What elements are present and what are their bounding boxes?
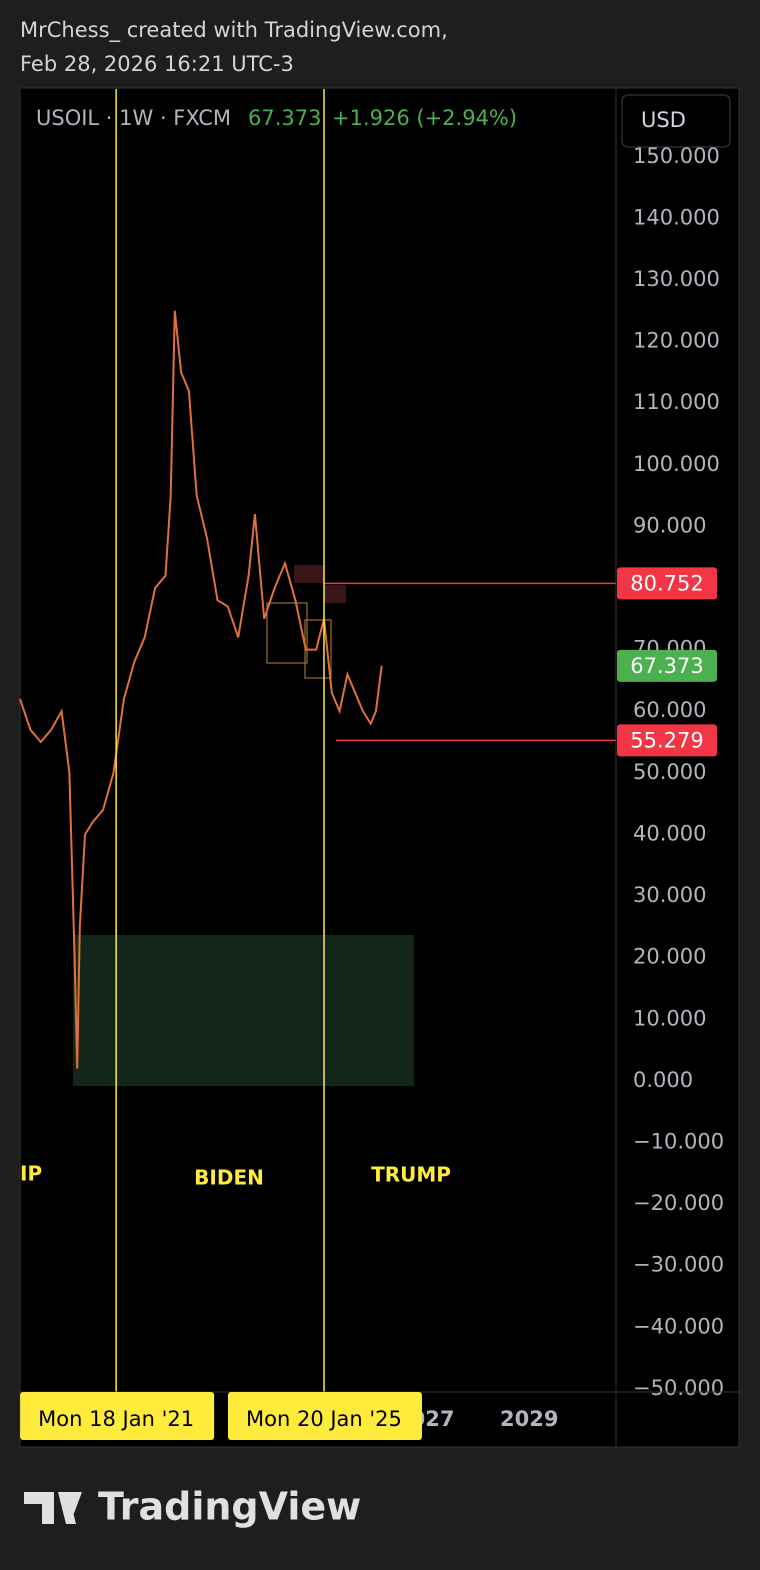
date-label: Mon 18 Jan '21	[38, 1407, 194, 1431]
y-tick-label: 20.000	[633, 945, 706, 969]
price-label-box	[617, 649, 717, 682]
y-tick-label: 150.000	[633, 144, 720, 168]
y-tick-label: −20.000	[633, 1191, 724, 1215]
date-line: Feb 28, 2026 16:21 UTC-3	[20, 52, 294, 76]
currency-label[interactable]: USD	[641, 108, 686, 132]
y-tick-label: 120.000	[633, 329, 720, 353]
author-line: MrChess_ created with TradingView.com,	[20, 18, 448, 43]
annotation: IP	[20, 1162, 42, 1186]
price-label-box	[617, 567, 717, 600]
y-tick-label: 10.000	[633, 1006, 706, 1030]
logo-mark	[24, 1492, 82, 1524]
brand: TradingView	[98, 1485, 361, 1529]
annotation: TRUMP	[371, 1163, 451, 1187]
legend-price: 67.373	[248, 106, 321, 130]
price-line	[19, 310, 383, 1069]
x-tick-label: 2029	[500, 1407, 558, 1431]
y-tick-label: 110.000	[633, 390, 720, 414]
logo: TradingView	[24, 1485, 361, 1529]
y-tick-label: 30.000	[633, 883, 706, 907]
chart-frame	[19, 87, 740, 1448]
price-label: 55.279	[630, 728, 703, 752]
zone	[324, 585, 346, 603]
price-label: 67.373	[630, 654, 703, 678]
box	[266, 602, 308, 664]
y-tick-label: −50.000	[633, 1376, 724, 1400]
y-tick-label: 50.000	[633, 760, 706, 784]
y-tick-label: 140.000	[633, 205, 720, 229]
price-label: 80.752	[630, 571, 703, 595]
zone	[294, 565, 324, 583]
y-tick-label: −30.000	[633, 1253, 724, 1277]
currency-button[interactable]	[621, 94, 731, 148]
annotation: BIDEN	[194, 1166, 264, 1190]
date-flag	[227, 1392, 422, 1440]
y-tick-label: 40.000	[633, 821, 706, 845]
y-tick-label: 90.000	[633, 513, 706, 537]
date-flag	[20, 1392, 215, 1440]
zone	[73, 935, 414, 1086]
price-label-box	[617, 724, 717, 757]
y-tick-label: −40.000	[633, 1314, 724, 1338]
y-tick-label: 0.000	[633, 1068, 693, 1092]
y-tick-label: 60.000	[633, 698, 706, 722]
legend-symbol: USOIL · 1W · FXCM	[36, 106, 231, 130]
y-tick-label: 100.000	[633, 452, 720, 476]
y-tick-label: −10.000	[633, 1129, 724, 1153]
legend-change: +1.926 (+2.94%)	[332, 106, 517, 130]
date-label: Mon 20 Jan '25	[246, 1407, 402, 1431]
y-tick-label: 130.000	[633, 267, 720, 291]
